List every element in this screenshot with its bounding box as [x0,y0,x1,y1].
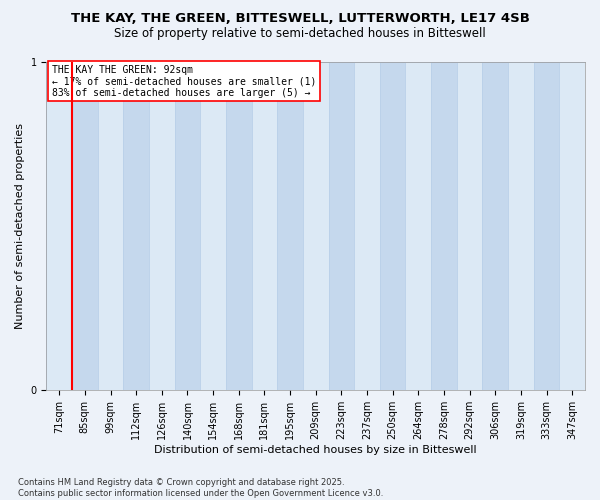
Bar [329,62,354,390]
Bar [98,62,124,390]
Y-axis label: Number of semi-detached properties: Number of semi-detached properties [15,123,25,329]
Bar [380,62,406,390]
Text: THE KAY THE GREEN: 92sqm
← 17% of semi-detached houses are smaller (1)
83% of se: THE KAY THE GREEN: 92sqm ← 17% of semi-d… [52,65,316,98]
Bar [431,62,457,390]
Text: Contains HM Land Registry data © Crown copyright and database right 2025.
Contai: Contains HM Land Registry data © Crown c… [18,478,383,498]
Bar [175,62,200,390]
Bar [226,62,251,390]
Bar [149,62,175,390]
Bar [534,62,559,390]
Bar [559,62,585,390]
Bar [251,62,277,390]
Bar [46,62,72,390]
Text: Size of property relative to semi-detached houses in Bitteswell: Size of property relative to semi-detach… [114,28,486,40]
Bar [200,62,226,390]
Bar [508,62,534,390]
Bar [72,62,98,390]
X-axis label: Distribution of semi-detached houses by size in Bitteswell: Distribution of semi-detached houses by … [154,445,477,455]
Bar [124,62,149,390]
Bar [457,62,482,390]
Bar [277,62,303,390]
Bar [482,62,508,390]
Text: THE KAY, THE GREEN, BITTESWELL, LUTTERWORTH, LE17 4SB: THE KAY, THE GREEN, BITTESWELL, LUTTERWO… [71,12,529,26]
Bar [354,62,380,390]
Bar [303,62,329,390]
Bar [406,62,431,390]
